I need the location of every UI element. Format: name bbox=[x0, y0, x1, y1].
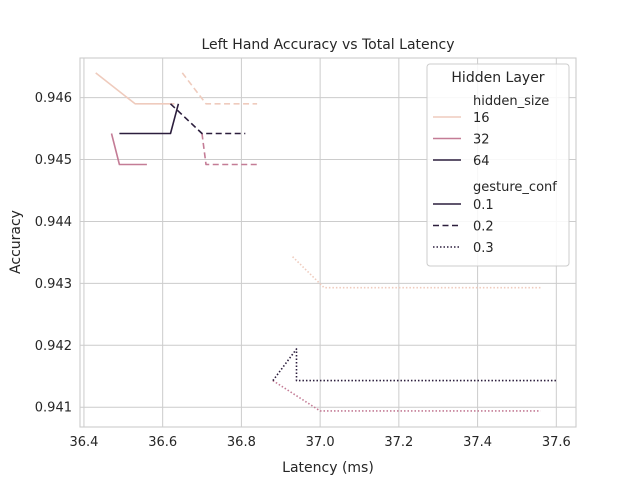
series-line-64-0_2 bbox=[169, 103, 246, 135]
y-axis-label: Accuracy bbox=[8, 210, 24, 274]
x-axis-label: Latency (ms) bbox=[282, 460, 374, 476]
legend-style-label: 0.2 bbox=[473, 220, 494, 235]
legend-box bbox=[426, 63, 570, 267]
legend-hue-entries: 16 32 64 bbox=[433, 111, 490, 169]
legend-style-entries: 0.1 0.2 0.3 bbox=[433, 198, 494, 256]
axes-frame bbox=[79, 57, 577, 428]
legend-hue-title: hidden_size bbox=[473, 94, 549, 109]
series-line-32-0_1 bbox=[110, 133, 147, 166]
x-tick-label: 36.8 bbox=[227, 435, 256, 450]
x-tick-label: 37.2 bbox=[384, 435, 413, 450]
x-tick-label: 37.4 bbox=[463, 435, 492, 450]
legend-style-title: gesture_conf bbox=[473, 180, 557, 195]
series-lines bbox=[95, 72, 557, 412]
y-tick-label: 0.945 bbox=[35, 153, 72, 168]
chart-title: Left Hand Accuracy vs Total Latency bbox=[202, 37, 455, 53]
series-line-16-0_1 bbox=[95, 72, 175, 105]
x-tick-label: 37.0 bbox=[306, 435, 335, 450]
series-line-64-0_1 bbox=[119, 103, 180, 135]
y-tick-label: 0.941 bbox=[35, 401, 72, 416]
legend-hue-label: 16 bbox=[473, 111, 490, 126]
y-tick-label: 0.946 bbox=[35, 91, 72, 106]
x-tick-label: 36.6 bbox=[148, 435, 177, 450]
series-line-16-0_3 bbox=[292, 256, 541, 289]
series-line-16-0_2 bbox=[181, 72, 258, 105]
x-tick-labels: 36.4 36.6 36.8 37.0 37.2 37.4 37.6 bbox=[69, 435, 570, 450]
series-line-32-0_2 bbox=[201, 133, 258, 166]
legend-title: Hidden Layer bbox=[451, 70, 544, 86]
y-tick-label: 0.942 bbox=[35, 339, 72, 354]
y-tick-label: 0.943 bbox=[35, 277, 72, 292]
x-tick-label: 37.6 bbox=[542, 435, 571, 450]
y-tick-label: 0.944 bbox=[35, 215, 72, 230]
series-line-64-0_3 bbox=[272, 348, 557, 382]
x-tick-label: 36.4 bbox=[69, 435, 98, 450]
legend-hue-label: 32 bbox=[473, 133, 490, 148]
legend-hue-label: 64 bbox=[473, 154, 490, 169]
series-line-32-0_3 bbox=[272, 379, 541, 412]
legend-style-label: 0.3 bbox=[473, 241, 494, 256]
legend: Hidden Layer hidden_size 16 32 64 gesture_… bbox=[426, 63, 570, 267]
y-tick-labels: 0.941 0.942 0.943 0.944 0.945 0.946 bbox=[35, 91, 72, 416]
legend-style-label: 0.1 bbox=[473, 198, 494, 213]
